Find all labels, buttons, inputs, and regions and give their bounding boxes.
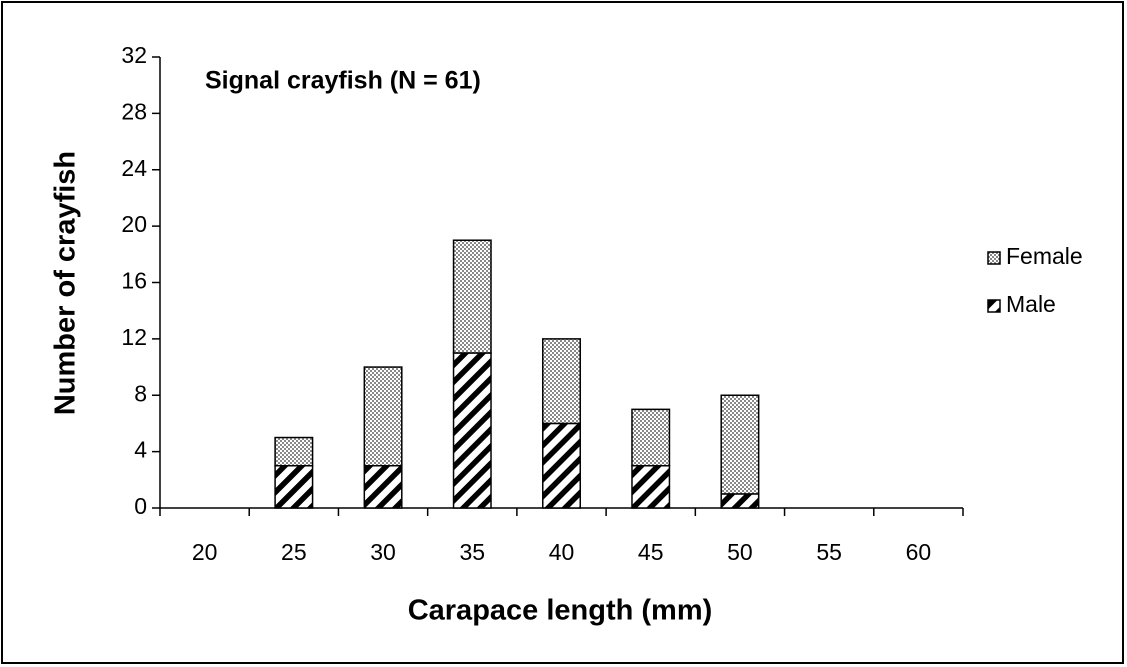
y-tick-label: 12: [121, 324, 147, 350]
y-tick-label: 32: [121, 42, 147, 68]
x-tick-label: 40: [549, 539, 575, 565]
y-tick-label: 20: [121, 211, 147, 237]
x-tick-label: 45: [638, 539, 664, 565]
bar-segment: [363, 464, 403, 509]
x-tick-label: 35: [459, 539, 485, 565]
bar-segment: [542, 338, 581, 425]
y-axis-label: Number of crayfish: [50, 151, 82, 415]
bar-segment: [452, 352, 492, 509]
bar-segment: [452, 239, 492, 354]
y-tick-label: 4: [134, 437, 147, 463]
bar-segment: [720, 493, 760, 509]
x-tick-label: 20: [192, 539, 218, 565]
legend-label: Male: [1006, 291, 1056, 317]
y-tick-label: 8: [134, 380, 147, 406]
y-tick-label: 16: [121, 268, 147, 294]
y-tick-label: 0: [134, 493, 147, 519]
bar-segment: [631, 408, 671, 467]
x-tick-label: 60: [906, 539, 932, 565]
bar-segment: [363, 366, 403, 467]
bar-segment: [631, 464, 671, 509]
chart-title: Signal crayfish (N = 61): [205, 67, 481, 95]
x-axis-label: Carapace length (mm): [408, 595, 713, 627]
bar-segment: [542, 422, 581, 509]
legend-swatch: [987, 251, 1001, 265]
x-tick-label: 50: [727, 539, 753, 565]
bar-segment: [274, 464, 314, 509]
bar-segment: [274, 436, 314, 467]
legend-label: Female: [1006, 243, 1083, 269]
x-tick-label: 30: [370, 539, 396, 565]
legend-swatch: [987, 299, 1001, 313]
x-tick-label: 25: [281, 539, 307, 565]
x-tick-label: 55: [816, 539, 842, 565]
y-tick-label: 24: [121, 155, 147, 181]
y-tick-label: 28: [121, 98, 147, 124]
bar-segment: [720, 394, 760, 495]
